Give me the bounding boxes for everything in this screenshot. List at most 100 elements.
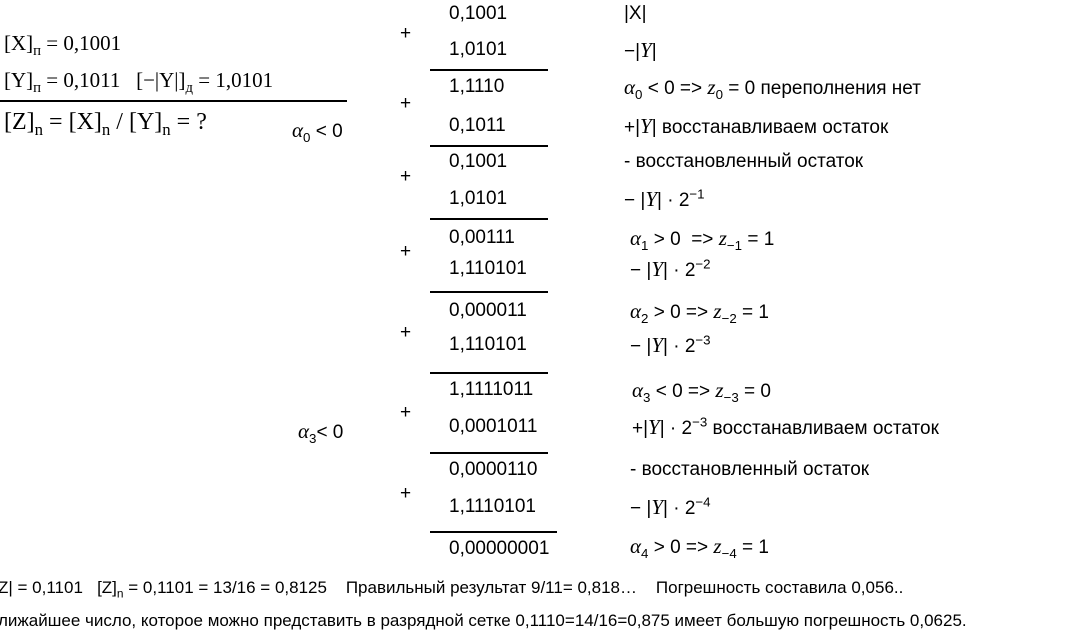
- text-part: α: [298, 419, 310, 443]
- text-part: −2: [695, 256, 711, 272]
- operand: 1,0101: [449, 188, 508, 209]
- text-part: α: [630, 299, 642, 323]
- text-part: − |: [630, 260, 652, 281]
- operand: 0,1001: [449, 151, 508, 172]
- operand: 0,0001011: [449, 416, 538, 437]
- text-part: = [X]: [43, 109, 102, 135]
- operand: 0,00111: [449, 227, 515, 248]
- text-part: −1: [726, 237, 743, 253]
- text-part: = ?: [170, 109, 207, 135]
- text-part: п: [33, 80, 42, 97]
- text-part: − |: [630, 498, 652, 519]
- comment: α3 < 0 => z−3 = 0: [632, 378, 771, 404]
- rule: [430, 218, 548, 220]
- plus-sign: +: [400, 322, 412, 343]
- text-part: +|: [632, 418, 649, 439]
- text-part: Y: [651, 333, 663, 357]
- text-part: Y: [640, 38, 652, 62]
- text-part: п: [33, 43, 42, 60]
- comment: − |Y| · 2−1: [624, 187, 705, 213]
- text-part: < 0: [316, 422, 344, 443]
- rule: [430, 372, 548, 374]
- text-part: = 0,1011 [−|Y|]: [41, 68, 186, 92]
- text-part: > 0 =>: [648, 302, 714, 323]
- x-line: [X]п = 0,1001: [4, 31, 122, 59]
- text-part: z: [713, 534, 722, 558]
- operand: 0,1011: [449, 115, 506, 136]
- comment: +|Y| восстанавливаем остаток: [624, 114, 888, 140]
- text-part: < 0: [310, 121, 343, 142]
- operand: 0,0000110: [449, 459, 538, 480]
- text-part: = 1,0101: [192, 68, 274, 92]
- text-part: +|: [624, 117, 641, 138]
- plus-sign: +: [400, 483, 412, 504]
- text-part: 0: [303, 129, 311, 145]
- text-part: Y: [648, 415, 660, 439]
- text-part: лижайшее число, которое можно представит…: [0, 611, 967, 630]
- operand: 1,1111011: [449, 379, 534, 400]
- text-part: = 1: [736, 537, 770, 558]
- result: 0,00000001: [449, 538, 550, 559]
- comment: α2 > 0 => z−2 = 1: [630, 299, 769, 325]
- text-part: z: [718, 226, 727, 250]
- text-part: = 0 переполнения нет: [723, 78, 921, 99]
- text-part: z: [715, 378, 724, 402]
- text-part: д: [185, 80, 193, 97]
- operand: 1,0101: [449, 39, 508, 60]
- text-part: = 1: [736, 302, 770, 323]
- y-line: [Y]п = 0,1011 [−|Y|]д = 1,0101: [4, 68, 274, 96]
- text-part: −|: [624, 41, 641, 62]
- comment: − |Y| · 2−4: [630, 495, 711, 521]
- comment: - восстановленный остаток: [624, 150, 863, 174]
- plus-sign: +: [400, 402, 412, 423]
- text-part: 3: [643, 389, 651, 405]
- text-part: n: [116, 586, 124, 601]
- text-part: = 0,1001: [41, 31, 122, 55]
- comment: |X|: [624, 2, 647, 26]
- text-part: = 1: [742, 229, 775, 250]
- plus-sign: +: [400, 241, 412, 262]
- text-part: [X]: [4, 31, 34, 55]
- text-part: n: [162, 119, 171, 139]
- operand: 1,1110101: [449, 496, 536, 517]
- text-part: −4: [721, 545, 737, 561]
- comment: α1 > 0 => z−1 = 1: [630, 226, 774, 252]
- text-part: −2: [721, 310, 737, 326]
- z-line: [Z]n = [X]n / [Y]n = ?: [4, 109, 207, 138]
- comment: +|Y| · 2−3 восстанавливаем остаток: [632, 415, 939, 441]
- text-part: |: [651, 41, 657, 62]
- comment: − |Y| · 2−2: [630, 257, 711, 283]
- plus-sign: +: [400, 166, 412, 187]
- comment: α4 > 0 => z−4 = 1: [630, 534, 769, 560]
- text-part: > 0 =>: [648, 229, 719, 250]
- alpha-three: α3< 0: [298, 419, 343, 445]
- text-part: −3: [695, 332, 711, 348]
- text-part: n: [34, 119, 44, 139]
- text-part: / [Y]: [110, 109, 163, 135]
- text-part: 4: [641, 545, 649, 561]
- text-part: Y: [651, 495, 663, 519]
- text-part: −3: [723, 389, 739, 405]
- text-part: 2: [641, 310, 649, 326]
- text-part: Y: [645, 187, 657, 211]
- text-part: | · 2: [663, 260, 696, 281]
- plus-sign: +: [400, 23, 412, 44]
- operand: 0,1001: [449, 3, 508, 24]
- operand: 1,110101: [449, 334, 527, 355]
- text-part: = 0: [738, 381, 772, 402]
- text-part: α: [630, 534, 642, 558]
- comment: α0 < 0 => z0 = 0 переполнения нет: [624, 75, 921, 101]
- text-part: | · 2: [659, 418, 693, 439]
- rule: [430, 291, 548, 293]
- text-part: = 0,1101 = 13/16 = 0,8125 Правильный рез…: [123, 578, 904, 597]
- text-part: −3: [692, 414, 708, 430]
- text-part: восстанавливаем остаток: [707, 418, 939, 439]
- text-part: | восстанавливаем остаток: [651, 117, 889, 138]
- text-part: |X|: [624, 3, 647, 24]
- comment: − |Y| · 2−3: [630, 333, 711, 359]
- comment: - восстановленный остаток: [630, 458, 869, 482]
- text-part: [Z]: [4, 109, 35, 135]
- rule: [430, 69, 548, 71]
- text-part: z: [707, 75, 716, 99]
